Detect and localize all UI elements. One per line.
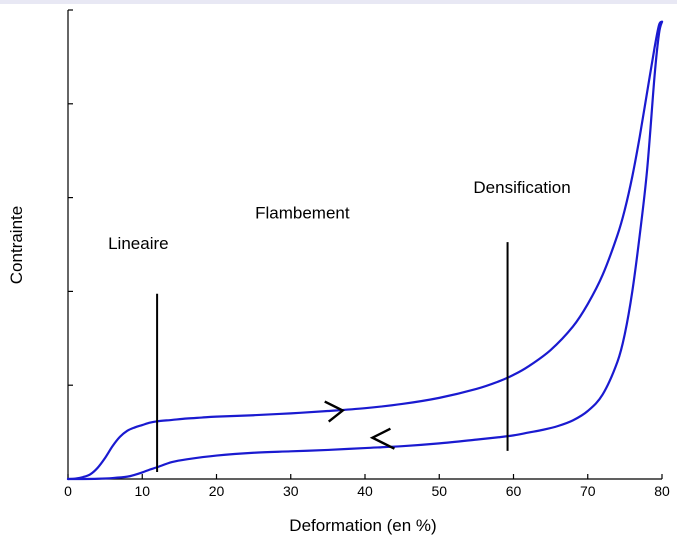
x-tick-label: 70 — [580, 483, 596, 499]
x-axis-label: Deformation (en %) — [289, 516, 436, 535]
x-tick-label: 80 — [654, 483, 670, 499]
region-label: Lineaire — [108, 234, 169, 253]
unloading-curve — [66, 20, 664, 481]
dividers — [156, 242, 509, 472]
x-tick-label: 60 — [506, 483, 522, 499]
loading-curve — [66, 20, 664, 481]
x-tick-label: 0 — [64, 483, 72, 499]
top-border — [0, 0, 677, 4]
series-layer — [66, 20, 664, 481]
x-tick-label: 10 — [134, 483, 150, 499]
axes: 0 10 20 30 40 50 60 70 80 — [64, 9, 670, 499]
y-ticks — [68, 9, 73, 480]
region-label: Densification — [473, 178, 570, 197]
x-tick-label: 40 — [357, 483, 373, 499]
annotations: Lineaire Flambement Densification — [108, 178, 571, 253]
arrow-right-icon — [324, 400, 345, 423]
x-tick-label: 50 — [431, 483, 447, 499]
arrow-left-icon — [369, 427, 395, 450]
direction-arrows — [324, 400, 395, 450]
region-label: Flambement — [255, 204, 350, 223]
y-axis-label: Contrainte — [7, 206, 26, 284]
x-ticks: 0 10 20 30 40 50 60 70 80 — [64, 474, 670, 499]
x-tick-label: 30 — [283, 483, 299, 499]
x-tick-label: 20 — [209, 483, 225, 499]
